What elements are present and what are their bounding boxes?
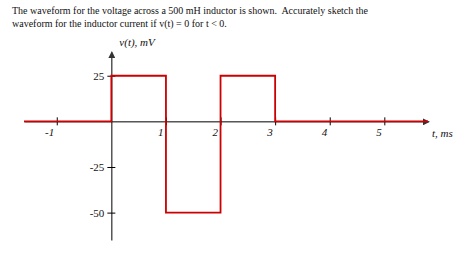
y-tick-label: -50 [90, 207, 105, 219]
x-tick-label: 3 [266, 126, 273, 138]
x-tick-label: 1 [158, 126, 164, 138]
y-axis-label: v(t), mV [119, 36, 156, 49]
y-tick-mark [107, 213, 115, 214]
waveform-line [24, 76, 428, 213]
y-tick: -25 [90, 161, 116, 173]
title: The waveform for the voltage across a 50… [12, 5, 369, 16]
y-tick-label: -25 [90, 161, 105, 173]
marks [24, 76, 428, 213]
y-tick-mark [107, 167, 115, 168]
y-tick: -50 [90, 207, 116, 219]
chart: The waveform for the voltage across a 50… [0, 0, 474, 254]
x-tick-label: 2 [213, 126, 219, 138]
x-tick-label: 4 [322, 126, 328, 138]
y-tick-label: 25 [93, 70, 105, 82]
x-tick-label: -1 [45, 126, 54, 138]
x-tick: 3 [266, 117, 276, 138]
plot-area: -1 1 2 3 4 5 25 -25 -50 t, ms v(t), mV [24, 36, 453, 241]
subtitle: waveform for the inductor current if v(t… [12, 18, 227, 30]
x-tick-label: 5 [376, 126, 382, 138]
x-axis-label: t, ms [432, 127, 453, 139]
